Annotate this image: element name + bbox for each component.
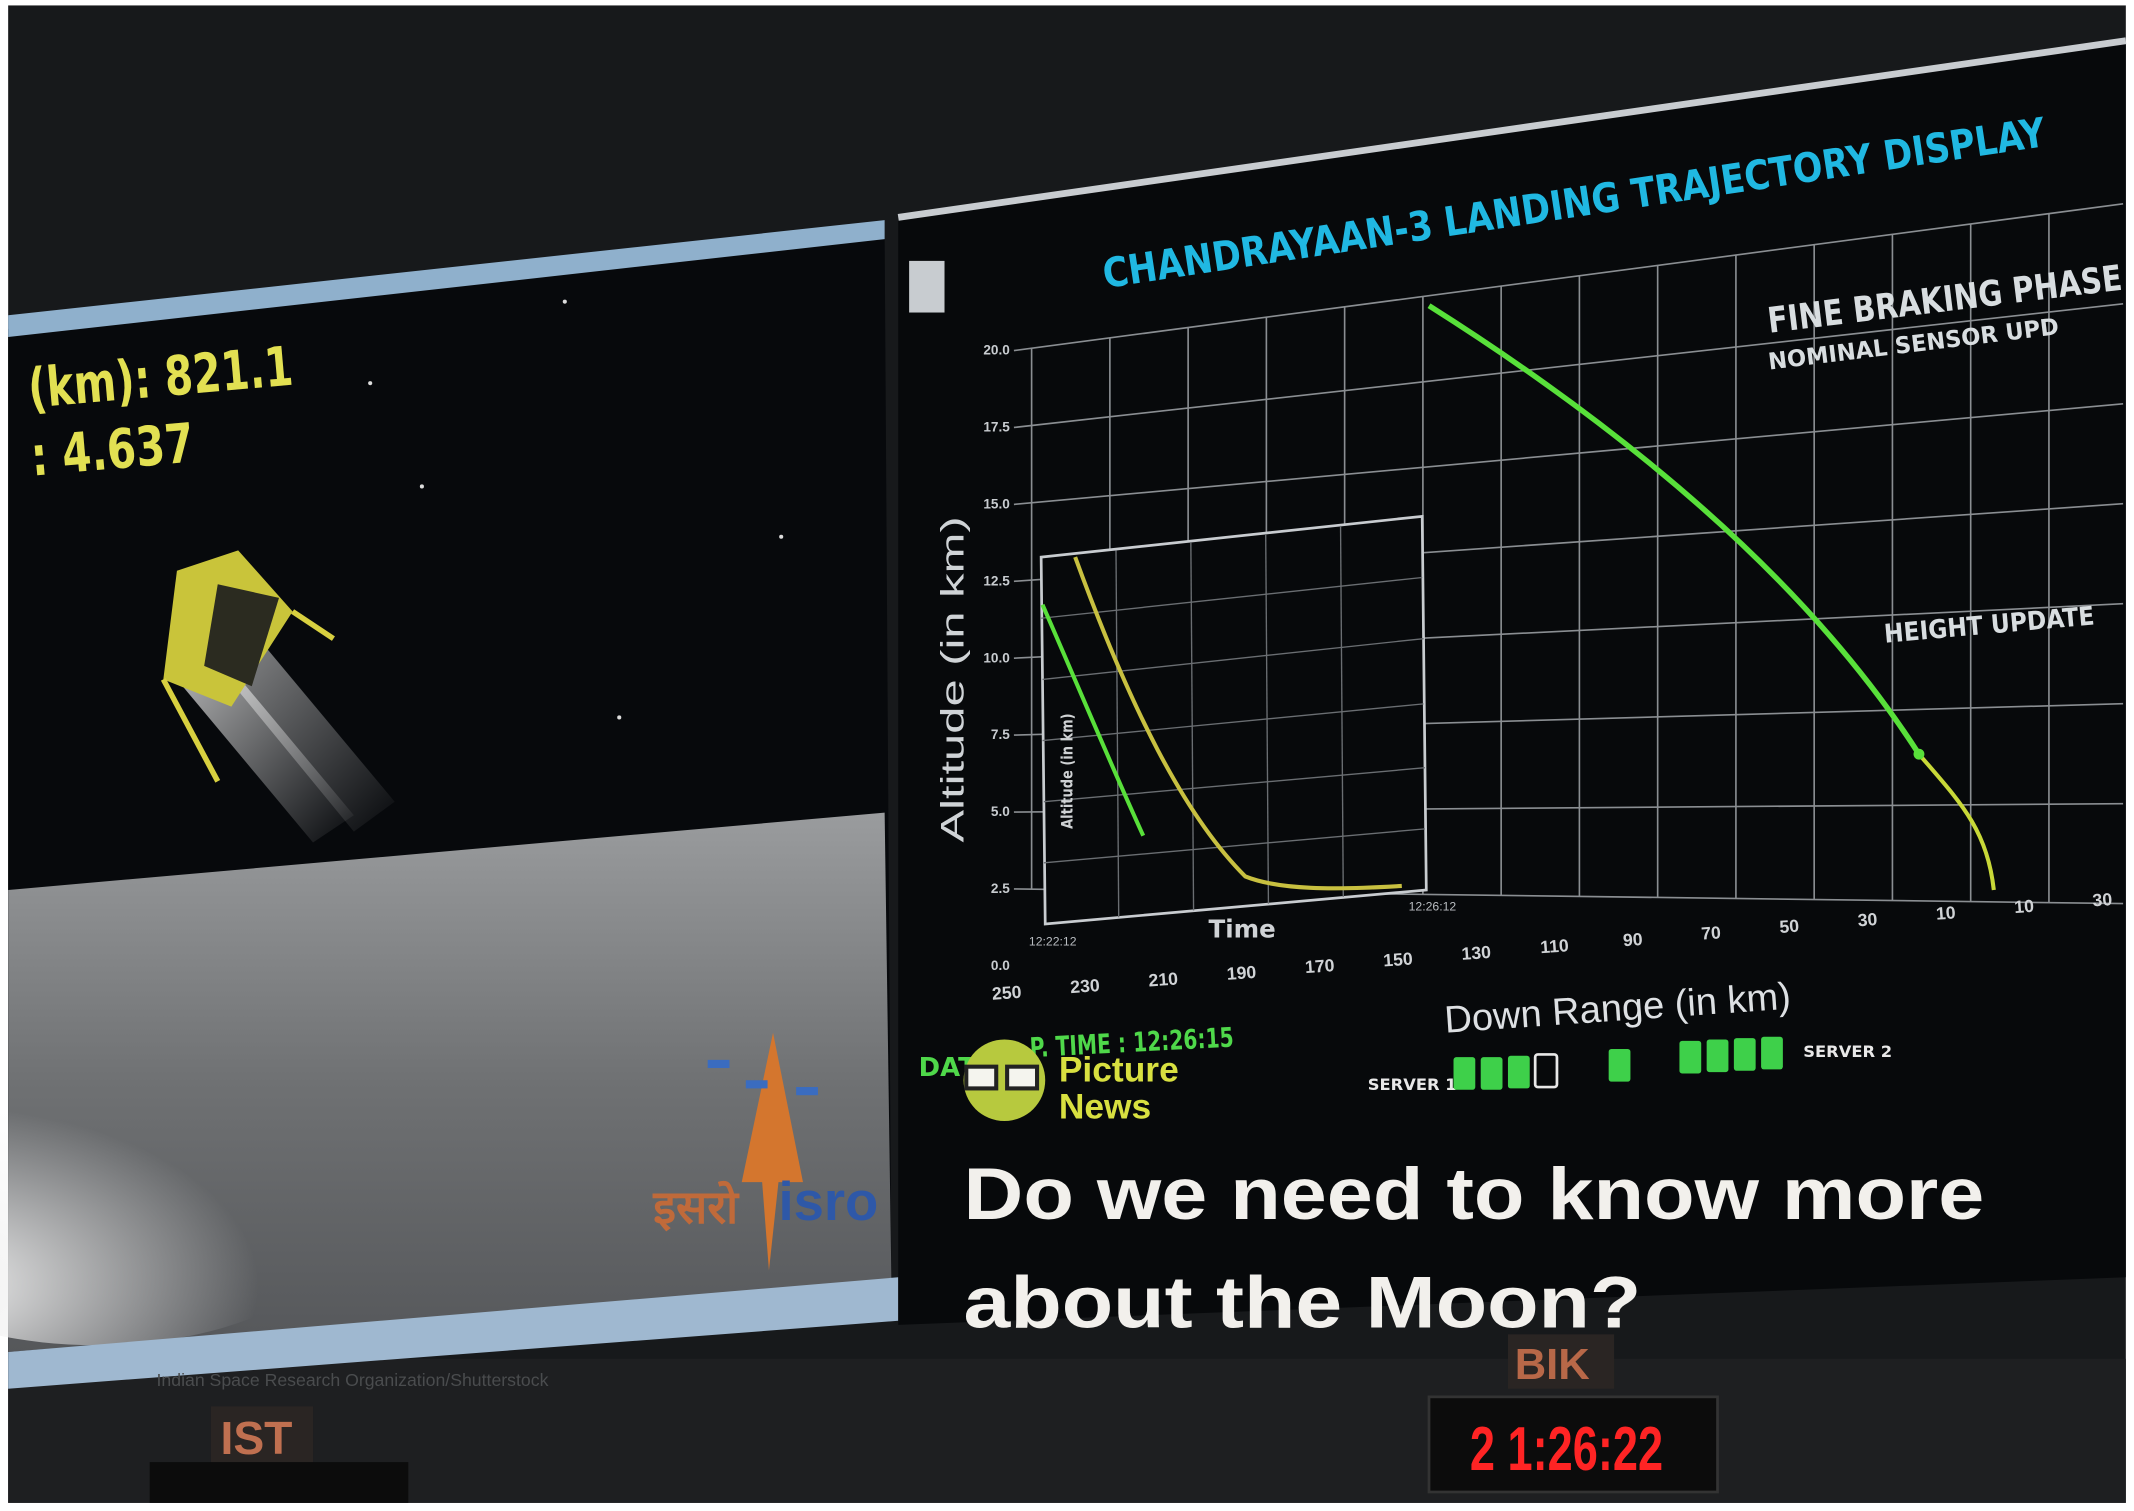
logo-dot xyxy=(746,1080,768,1088)
indicator xyxy=(1707,1039,1729,1072)
y-tick-label: 5.0 xyxy=(991,804,1010,819)
y-tick-label: 15.0 xyxy=(983,496,1009,511)
x-tick-label: 90 xyxy=(1622,929,1643,950)
glasses xyxy=(1007,1067,1037,1089)
inset-x-label: Time xyxy=(1209,915,1276,944)
logo-latin: isro xyxy=(778,1171,878,1232)
x-tick-label: 30 xyxy=(1857,909,1878,930)
picture-news-logo xyxy=(964,1039,1046,1121)
x-tick-label: 130 xyxy=(1461,942,1492,964)
clock-display xyxy=(150,1462,409,1503)
logo-hindi: इसरो xyxy=(652,1180,740,1233)
star xyxy=(368,381,372,385)
inset-time-start: 12:22:12 xyxy=(1029,935,1077,949)
x-tick-label: 210 xyxy=(1148,968,1179,990)
scene: इसरो isro (km): 821.1 : 4.637 Indian Spa… xyxy=(0,0,2134,1511)
x-tick-label: 50 xyxy=(1779,916,1800,937)
x-tick-label: 10 xyxy=(1935,902,1956,923)
logo-dot xyxy=(796,1087,818,1095)
y-tick-label: 12.5 xyxy=(983,573,1010,588)
y-tick-label: 20.0 xyxy=(983,343,1009,358)
x-tick-label: 30 xyxy=(2092,889,2113,910)
star xyxy=(779,535,783,539)
x-tick-label: 170 xyxy=(1304,955,1335,977)
indicator xyxy=(1508,1056,1530,1089)
credit: Indian Space Research Organization/Shutt… xyxy=(157,1370,549,1390)
x-tick-label: 150 xyxy=(1383,949,1414,971)
screenshot: इसरो isro (km): 821.1 : 4.637 Indian Spa… xyxy=(0,0,2134,1511)
indicator xyxy=(1454,1057,1476,1090)
screen-icon xyxy=(909,261,944,313)
star xyxy=(617,715,621,719)
clock-time: 2 1:26:22 xyxy=(1470,1414,1663,1484)
y-tick-label: 7.5 xyxy=(991,727,1010,742)
inset-y-label: Altitude (in km) xyxy=(1057,713,1076,828)
inset-time-end: 12:26:12 xyxy=(1409,899,1457,913)
indicator xyxy=(1734,1038,1756,1071)
indicator xyxy=(1761,1037,1783,1070)
watermark-text: News xyxy=(1059,1087,1151,1126)
x-tick-label: 190 xyxy=(1226,962,1257,984)
y-tick-label: 0.0 xyxy=(991,958,1010,973)
clock-label: BIK xyxy=(1515,1341,1591,1389)
y-axis-label: Altitude (in km) xyxy=(934,516,971,842)
y-tick-label: 17.5 xyxy=(983,420,1010,435)
server-label: SERVER 2 xyxy=(1803,1042,1892,1061)
x-tick-label: 110 xyxy=(1540,935,1570,957)
caption-line: about the Moon? xyxy=(964,1262,1642,1344)
x-tick-label: 230 xyxy=(1070,975,1101,997)
server-label: SERVER 1 xyxy=(1368,1075,1457,1094)
y-tick-label: 2.5 xyxy=(991,881,1010,896)
clock-label: IST xyxy=(220,1412,292,1464)
x-tick-label: 250 xyxy=(991,982,1022,1004)
x-tick-label: 10 xyxy=(2014,896,2035,917)
star xyxy=(420,484,424,488)
indicator xyxy=(1609,1049,1631,1082)
current-position xyxy=(1914,749,1925,760)
glasses xyxy=(966,1067,996,1089)
indicator xyxy=(1481,1057,1503,1090)
logo-dot xyxy=(708,1060,730,1068)
star xyxy=(563,300,567,304)
y-tick-label: 10.0 xyxy=(983,650,1009,665)
watermark-text: Picture xyxy=(1059,1051,1179,1090)
caption-line: Do we need to know more xyxy=(964,1153,1985,1235)
indicator xyxy=(1679,1041,1701,1074)
x-tick-label: 70 xyxy=(1700,922,1721,943)
